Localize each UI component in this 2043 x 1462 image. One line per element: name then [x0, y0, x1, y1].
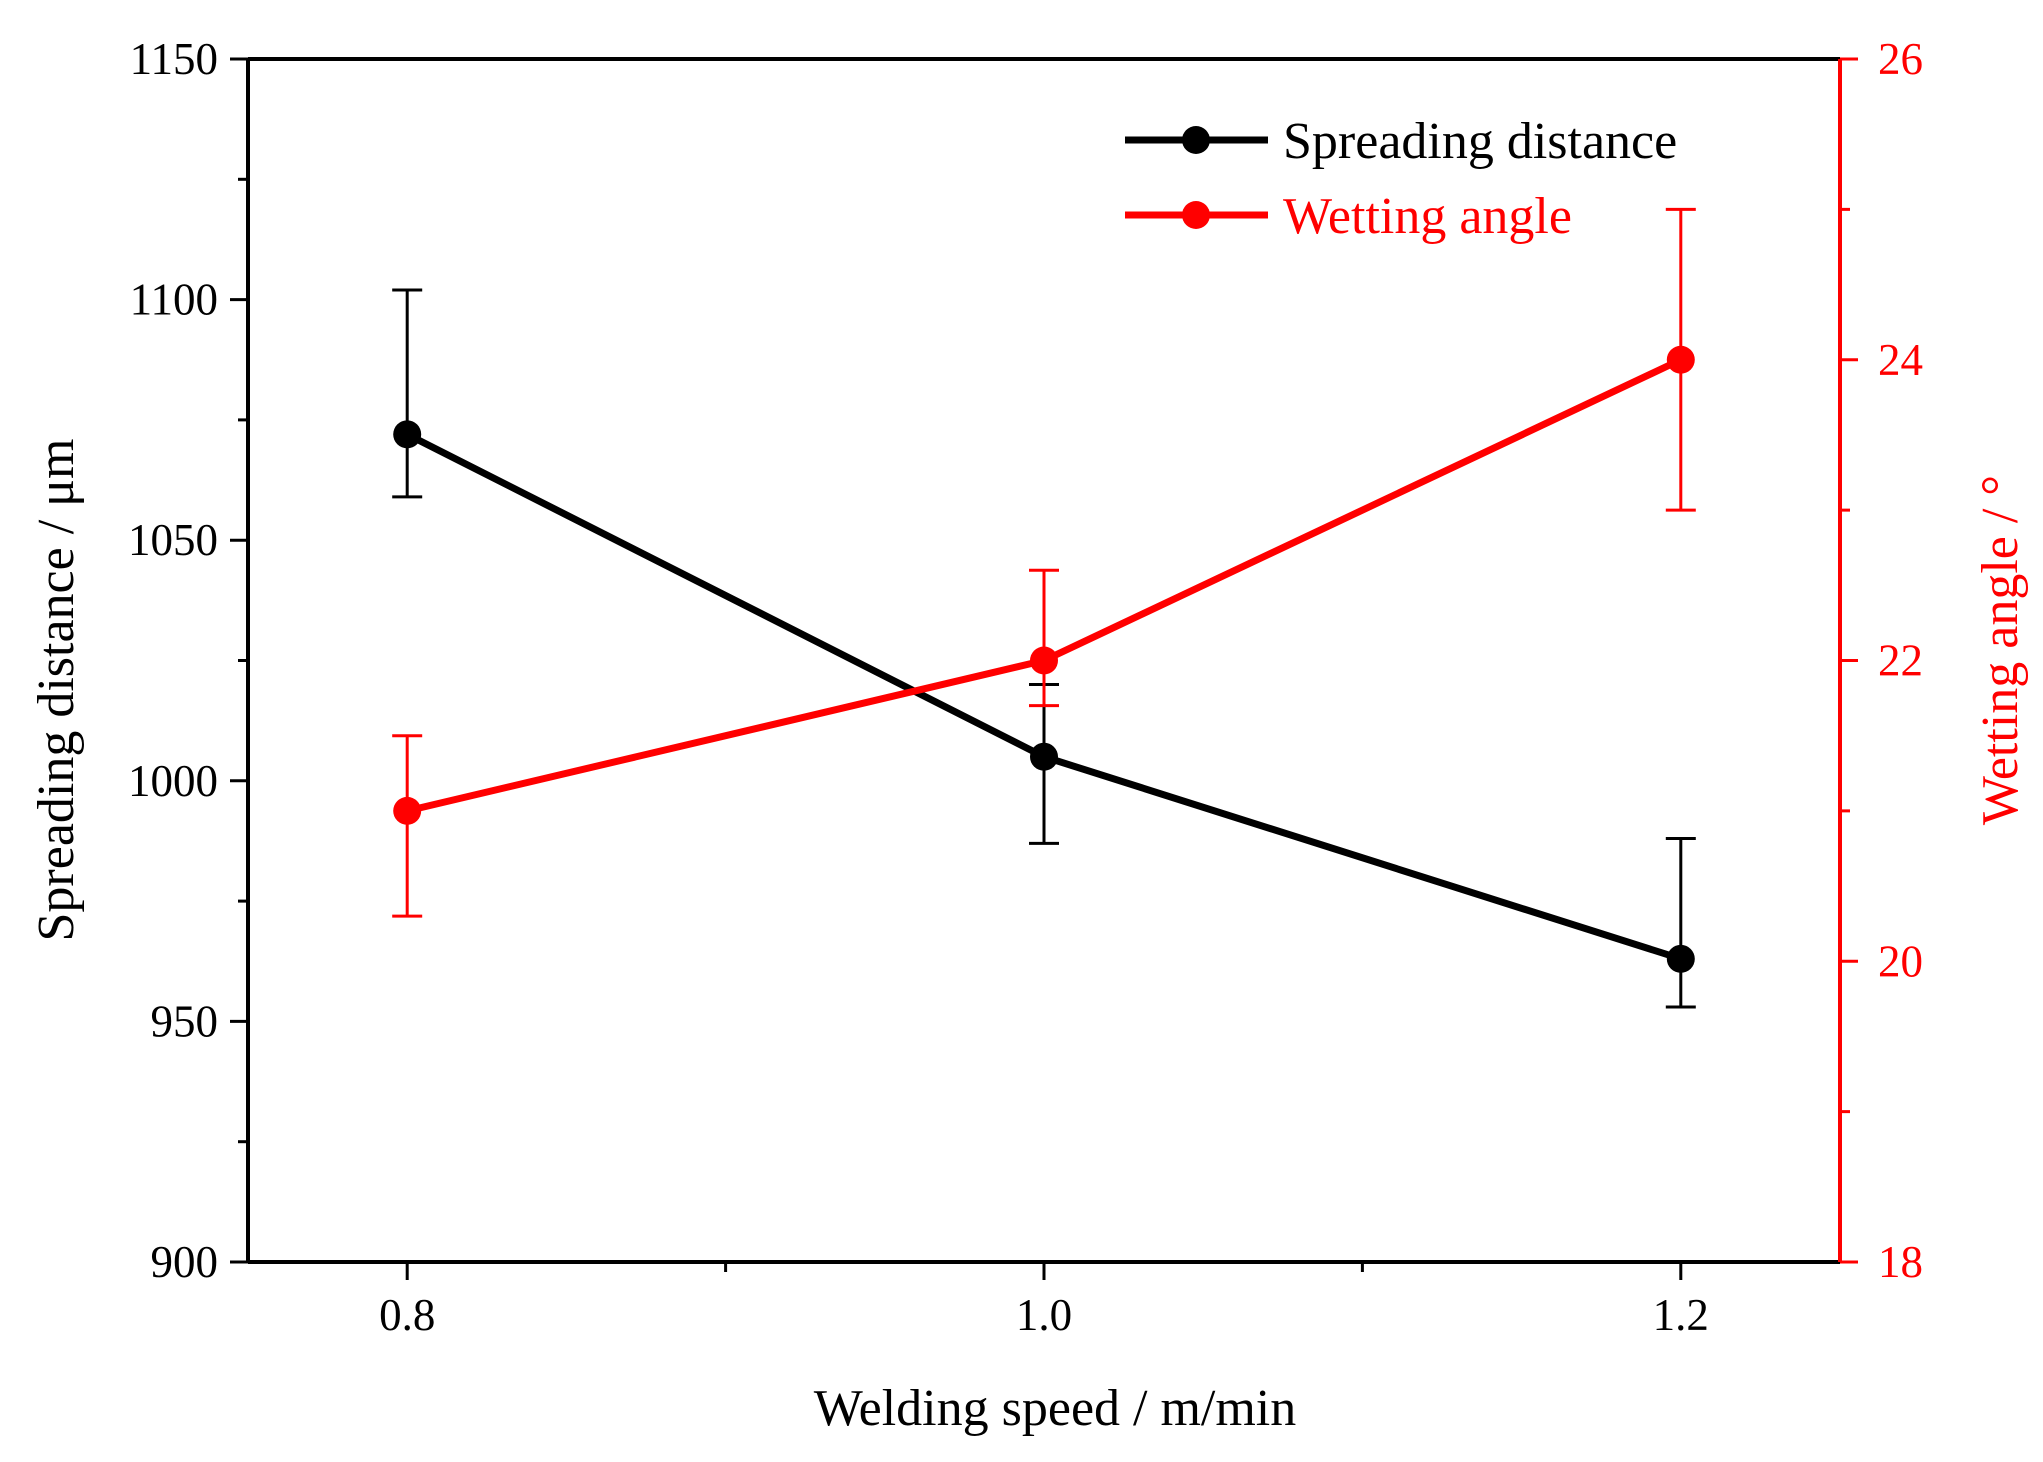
data-point-wetting-angle: [1030, 646, 1058, 675]
x-tick-label-1-0: 1.0: [1016, 1290, 1072, 1340]
y2-tick-label-20: 20: [1878, 936, 1923, 986]
legend-item-wetting-angle: Wetting angle: [1125, 188, 1572, 245]
y-tick-label-1000: 1000: [128, 756, 218, 806]
y-tick-label-950: 950: [151, 996, 219, 1046]
error-bar-spreading-distance: [1665, 837, 1696, 1009]
y-tick-label-1050: 1050: [128, 515, 218, 565]
data-point-spreading-distance: [1030, 742, 1058, 771]
y-tick-label-900: 900: [151, 1237, 219, 1287]
series-spreading-distance: [392, 288, 1696, 1009]
legend-label-spreading-distance: Spreading distance: [1283, 113, 1677, 170]
legend-label-wetting-angle: Wetting angle: [1283, 188, 1572, 245]
data-point-spreading-distance: [1666, 944, 1695, 973]
data-point-wetting-angle: [1666, 345, 1695, 374]
y2-axis-title: Wetting angle / °: [1972, 475, 2029, 825]
y2-tick-label-18: 18: [1878, 1237, 1923, 1287]
y-tick-label-1150: 1150: [130, 34, 218, 84]
y-tick-label-1100: 1100: [130, 275, 218, 325]
x-tick-label-0-8: 0.8: [379, 1290, 435, 1340]
x-axis-title: Welding speed / m/min: [814, 1380, 1297, 1437]
y2-tick-label-24: 24: [1878, 335, 1923, 385]
data-point-wetting-angle: [393, 796, 422, 825]
legend-marker-wetting-angle: [1182, 201, 1210, 229]
error-bar-wetting-angle: [392, 734, 423, 918]
error-bar-spreading-distance: [392, 288, 423, 499]
series-wetting-angle: [392, 207, 1696, 918]
y2-tick-label-22: 22: [1878, 636, 1923, 686]
y-axis-title: Spreading distance / μm: [28, 439, 85, 942]
legend-marker-spreading-distance: [1182, 126, 1210, 154]
error-bar-wetting-angle: [1029, 568, 1059, 708]
legend: Spreading distance Wetting angle: [1125, 113, 1677, 245]
x-tick-label-1-2: 1.2: [1653, 1290, 1709, 1340]
y2-tick-label-26: 26: [1878, 34, 1923, 84]
data-point-spreading-distance: [393, 420, 422, 449]
legend-item-spreading-distance: Spreading distance: [1125, 113, 1677, 170]
